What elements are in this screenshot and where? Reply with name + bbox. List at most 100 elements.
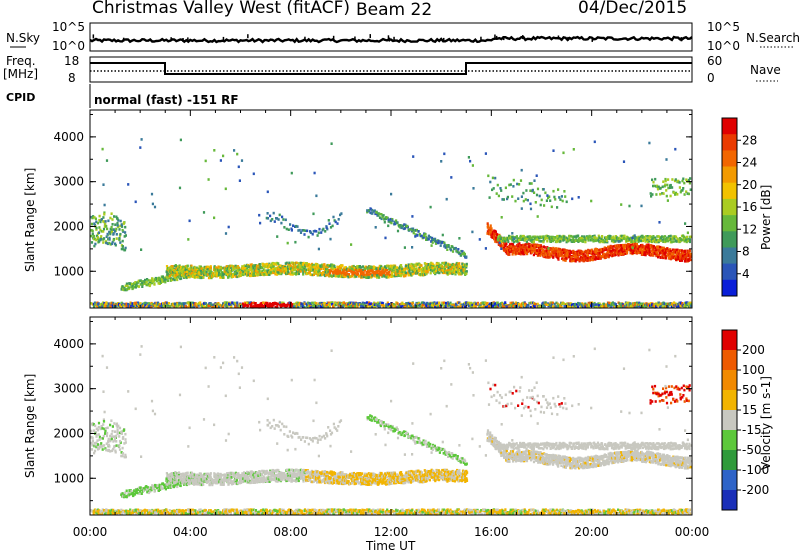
scatter-cell xyxy=(658,303,661,307)
scatter-cell xyxy=(568,250,571,254)
scatter-cell xyxy=(457,251,460,254)
scatter-cell xyxy=(217,265,220,269)
scatter-cell xyxy=(305,262,308,265)
scatter-cell xyxy=(324,230,327,233)
scatter-cell xyxy=(378,212,381,216)
scatter-cell xyxy=(115,227,118,231)
scatter-cell xyxy=(312,304,315,308)
nsky-tick-bottom: 10^0 xyxy=(52,39,85,53)
nave-tick-top: 60 xyxy=(707,54,722,68)
scatter-cell xyxy=(165,301,168,305)
scatter-cell xyxy=(440,304,443,307)
scatter-cell xyxy=(546,237,549,240)
scatter-cell xyxy=(112,232,115,235)
scatter-cell xyxy=(407,271,410,274)
scatter-cell xyxy=(168,267,171,270)
scatter-cell xyxy=(348,269,351,272)
scatter-cell xyxy=(457,266,460,270)
scatter-cell xyxy=(527,238,530,241)
scatter-cell xyxy=(300,302,303,305)
scatter-cell xyxy=(688,257,691,261)
scatter-cell xyxy=(268,265,271,268)
scatter-cell xyxy=(179,271,182,274)
scatter-cell xyxy=(229,270,232,274)
scatter-cell xyxy=(422,236,425,239)
scatter-cell xyxy=(157,302,161,306)
scatter-cell xyxy=(343,272,346,275)
scatter-cell xyxy=(445,301,448,305)
scatter-cell xyxy=(121,245,124,248)
scatter-cell xyxy=(334,220,337,224)
scatter-cell xyxy=(521,238,524,241)
scatter-cell xyxy=(166,279,169,282)
scatter-cell xyxy=(339,266,342,270)
scatter-cell xyxy=(226,304,229,308)
scatter-cell xyxy=(259,273,262,276)
scatter-cell xyxy=(545,256,548,259)
scatter-cell xyxy=(184,302,187,305)
scatter-cell xyxy=(404,274,407,278)
scatter-cell xyxy=(682,251,685,255)
scatter-cell xyxy=(641,243,644,247)
scatter-cell xyxy=(444,263,447,267)
scatter-cell xyxy=(327,272,330,276)
scatter-cell xyxy=(555,301,558,305)
scatter-cell xyxy=(264,263,267,266)
scatter-cell xyxy=(112,301,115,305)
scatter-cell xyxy=(266,301,269,305)
scatter-cell xyxy=(623,304,626,308)
scatter-cell xyxy=(451,245,454,249)
scatter-cell xyxy=(652,248,655,251)
scatter-cell xyxy=(115,215,118,219)
scatter-cell xyxy=(533,305,536,308)
scatter-cell xyxy=(683,255,686,259)
scatter-cell xyxy=(500,240,503,243)
scatter-cell xyxy=(93,234,96,238)
scatter-cell xyxy=(595,257,598,260)
scatter-cell xyxy=(638,251,641,255)
scatter-cell xyxy=(678,252,681,255)
scatter-cell xyxy=(218,305,221,309)
scatter-cell xyxy=(544,301,547,304)
scatter-cell xyxy=(173,277,176,281)
scatter-cell xyxy=(209,270,212,273)
scatter-cell xyxy=(369,211,372,214)
scatter-cell xyxy=(457,248,460,251)
scatter-cell xyxy=(446,248,449,251)
scatter-cell xyxy=(288,301,291,304)
scatter-cell xyxy=(387,271,390,274)
scatter-cell xyxy=(239,303,242,306)
scatter-cell xyxy=(474,301,477,305)
scatter-cell xyxy=(486,301,489,305)
scatter-cell xyxy=(93,222,96,225)
scatter-cell xyxy=(525,248,529,252)
scatter-cell xyxy=(653,249,656,253)
scatter-cell xyxy=(105,301,108,304)
scatter-cell xyxy=(437,305,440,309)
scatter-cell xyxy=(309,273,312,276)
scatter-cell xyxy=(219,276,222,279)
scatter-cell xyxy=(349,305,353,308)
date-title: 04/Dec/2015 xyxy=(578,0,688,18)
scatter-cell xyxy=(199,276,202,280)
scatter-cell xyxy=(169,305,172,308)
scatter-cell xyxy=(603,256,606,260)
scatter-cell xyxy=(147,302,150,305)
scatter-cell xyxy=(407,273,410,277)
scatter-cell xyxy=(458,265,461,268)
scatter-cell xyxy=(630,304,633,308)
scatter-cell xyxy=(453,304,457,307)
scatter-cell xyxy=(359,273,362,276)
scatter-cell xyxy=(430,240,433,243)
scatter-cell xyxy=(539,244,542,247)
scatter-cell xyxy=(437,262,440,265)
scatter-cell xyxy=(317,304,320,308)
scatter-cell xyxy=(329,270,332,273)
scatter-cell xyxy=(526,235,529,239)
scatter-cell xyxy=(213,273,216,277)
scatter-cell xyxy=(311,301,314,305)
scatter-cell xyxy=(312,263,315,267)
scatter-cell xyxy=(272,303,275,307)
scatter-cell xyxy=(328,272,332,276)
scatter-cell xyxy=(130,305,133,308)
